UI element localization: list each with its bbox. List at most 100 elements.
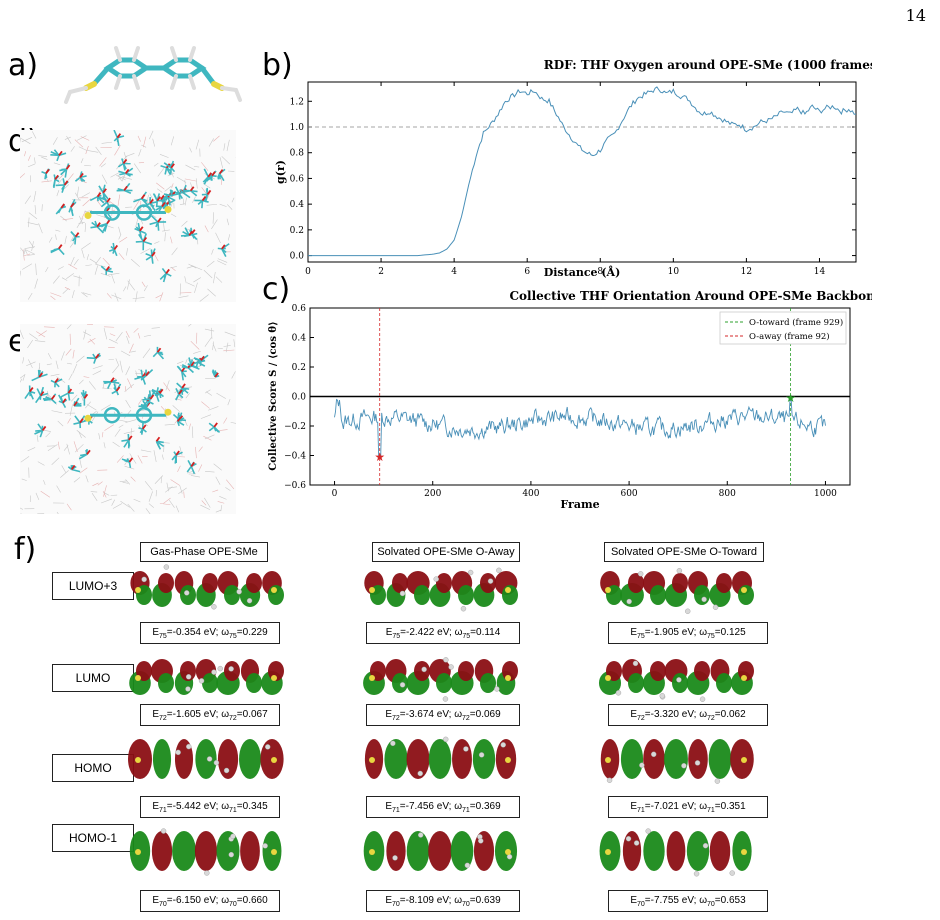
solvent-background-bond — [78, 146, 88, 151]
orbital-isosurface — [364, 567, 518, 612]
solvent-background-bond — [204, 328, 215, 332]
orbital-isosurface — [128, 739, 284, 779]
thf-molecule — [186, 459, 197, 474]
solvent-background-bond — [20, 270, 22, 277]
solvent-background-bond — [115, 331, 123, 342]
solvent-background-bond — [102, 491, 107, 498]
weight-symbol: ω — [454, 895, 462, 906]
orbital-energy-value: =-3.320 eV; — [644, 709, 700, 720]
solvent-background-bond — [66, 135, 72, 144]
solvent-background-bond — [27, 222, 39, 226]
solvent-background-bond — [118, 234, 122, 240]
solvent-background-bond — [85, 401, 91, 409]
solvent-background-bond — [98, 433, 101, 440]
solvent-background-bond — [206, 203, 218, 206]
solvent-background-bond — [141, 281, 146, 287]
solvent-background-bond — [221, 156, 231, 165]
solvent-background-bond — [117, 194, 121, 207]
solvent-background-bond — [27, 163, 36, 168]
solvent-background-bond — [117, 174, 123, 182]
thf-molecule — [217, 168, 226, 182]
solvent-background-bond — [200, 504, 211, 510]
orbital-energy-value: =-3.674 eV; — [399, 709, 455, 720]
solvent-background-bond — [170, 267, 176, 271]
solvent-background-bond — [33, 190, 37, 202]
solvent-background-bond — [212, 489, 219, 493]
solvent-background-bond — [100, 404, 111, 411]
orientation-y-tick-label: −0.6 — [284, 481, 306, 491]
orbital-isosurface — [363, 657, 518, 702]
thf-molecule — [98, 184, 109, 200]
solvent-background-bond — [195, 446, 197, 459]
solvent-background-bond — [98, 187, 104, 194]
solvent-background-bond — [219, 157, 223, 169]
solvent-background-bond — [204, 497, 211, 508]
rdf-y-tick-label: 0.4 — [290, 200, 305, 210]
solvent-background-bond — [122, 481, 129, 484]
solvent-background-bond — [217, 347, 223, 349]
solvent-background-bond — [112, 364, 120, 374]
thf-molecule — [52, 174, 60, 188]
solvent-background-bond — [226, 139, 230, 152]
solvent-background-bond — [67, 173, 74, 182]
thf-molecule — [89, 192, 106, 204]
thf-molecule — [58, 394, 68, 408]
solvent-background-bond — [66, 443, 70, 455]
solvent-background-bond — [81, 242, 91, 250]
solvent-background-bond — [157, 188, 163, 193]
solvent-background-bond — [27, 155, 31, 161]
solvent-background-bond — [145, 508, 151, 514]
solvent-background-bond — [31, 241, 34, 251]
solvent-background-bond — [176, 176, 187, 183]
solvent-background-bond — [155, 489, 157, 497]
solvent-background-bond — [117, 175, 126, 180]
orientation-legend: O-toward (frame 929) O-away (frame 92) — [719, 311, 847, 345]
solvent-background-bond — [36, 434, 39, 442]
solvent-background-bond — [28, 217, 30, 228]
solvent-background-bond — [37, 461, 45, 466]
o-away-star-marker: ★ — [374, 450, 385, 464]
solvent-background-bond — [213, 135, 220, 142]
solvent-background-bond — [103, 485, 107, 497]
thf-molecule — [121, 433, 133, 449]
solvent-background-bond — [165, 486, 173, 493]
orbital-weight-value: =0.653 — [714, 895, 746, 906]
orbital-energy-value: =-8.109 eV; — [399, 895, 455, 906]
row-label-lumo-plus-3: LUMO+3 — [52, 572, 134, 600]
solvent-background-bond — [135, 218, 139, 228]
solvent-background-bond — [119, 360, 123, 373]
solvent-background-bond — [208, 406, 219, 411]
solvent-background-bond — [168, 486, 178, 489]
solvent-background-bond — [80, 158, 84, 164]
solvent-background-bond — [180, 292, 192, 294]
legend-entry-toward: O-toward (frame 929) — [749, 317, 843, 328]
solvent-background-bond — [190, 475, 201, 478]
orbital-energy-box: E70=-7.755 eV; ω70=0.653 — [608, 890, 768, 912]
thf-molecule — [180, 227, 198, 238]
solvent-background-bond — [34, 205, 37, 215]
thf-molecule — [206, 170, 217, 182]
solvent-background-bond — [101, 141, 113, 144]
orbital-index: 71 — [229, 807, 237, 814]
solvent-background-bond — [125, 479, 131, 485]
column-header-o-toward: Solvated OPE-SMe O-Toward — [604, 542, 764, 562]
solvent-background-bond — [78, 379, 84, 385]
thf-molecule — [140, 369, 154, 381]
solvent-background-bond — [20, 173, 26, 179]
solvent-background-bond — [191, 426, 194, 438]
solvent-background-bond — [200, 414, 212, 419]
solvent-background-bond — [216, 392, 226, 399]
solvent-background-bond — [71, 290, 75, 299]
solvent-background-bond — [164, 423, 176, 426]
solvent-background-bond — [75, 192, 80, 201]
thf-molecule — [103, 377, 120, 389]
rdf-x-tick-label: 6 — [524, 267, 530, 277]
thf-molecule — [152, 346, 165, 360]
orbital-energy-box: E70=-6.150 eV; ω70=0.660 — [140, 890, 280, 912]
orientation-x-tick-label: 400 — [522, 489, 539, 499]
solvent-background-bond — [231, 197, 235, 203]
solvent-background-bond — [125, 399, 131, 409]
solvent-background-bond — [127, 279, 130, 290]
solvent-background-bond — [170, 266, 177, 269]
orbital-index: 70 — [229, 901, 237, 908]
